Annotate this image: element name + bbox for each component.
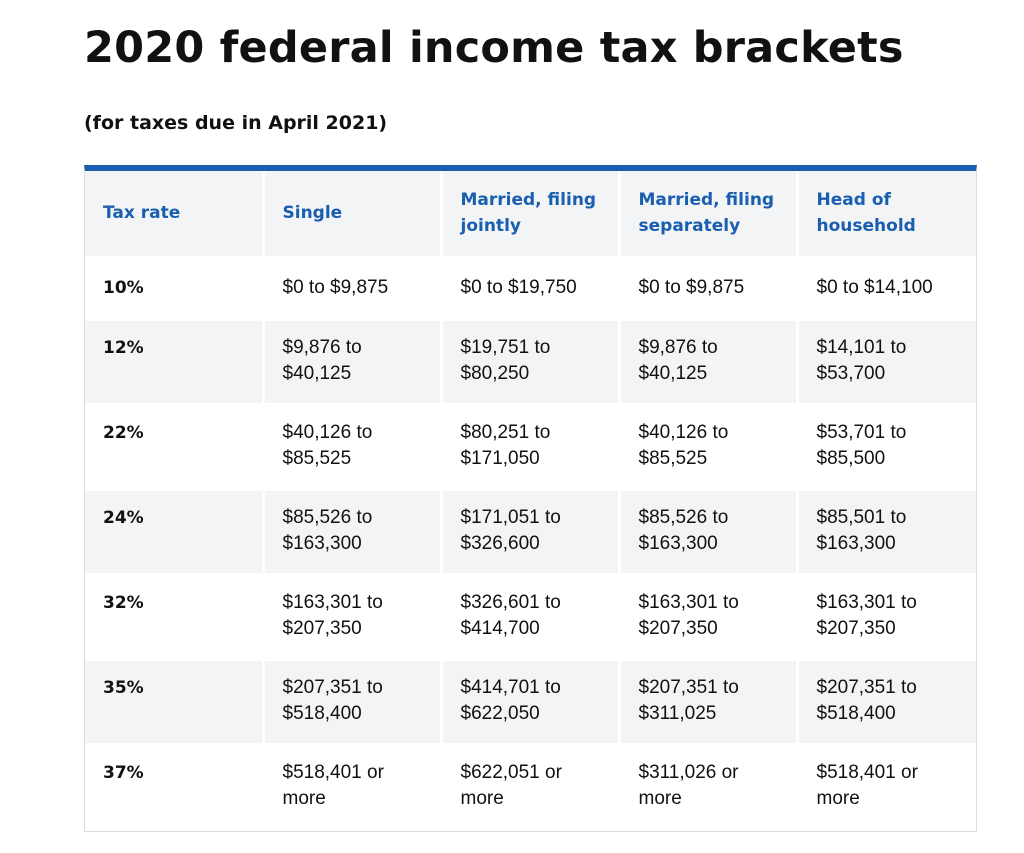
tax-rate-cell: 22% xyxy=(85,404,265,491)
tax-brackets-table: Tax rate Single Married, filing jointly … xyxy=(85,171,976,831)
single-cell: $40,126 to $85,525 xyxy=(263,404,443,491)
table-row: 32% $163,301 to $207,350 $326,601 to $41… xyxy=(85,574,976,661)
married-jointly-cell: $0 to $19,750 xyxy=(441,257,621,321)
married-separately-cell: $85,526 to $163,300 xyxy=(619,489,799,576)
column-header-married-separately: Married, filing separately xyxy=(619,171,799,259)
married-separately-cell: $0 to $9,875 xyxy=(619,257,799,321)
married-separately-cell: $163,301 to $207,350 xyxy=(619,574,799,661)
head-of-household-cell: $14,101 to $53,700 xyxy=(797,319,976,406)
head-of-household-cell: $0 to $14,100 xyxy=(797,257,976,321)
head-of-household-cell: $207,351 to $518,400 xyxy=(797,659,976,746)
married-jointly-cell: $80,251 to $171,050 xyxy=(441,404,621,491)
column-header-tax-rate: Tax rate xyxy=(85,171,265,259)
tax-rate-cell: 10% xyxy=(85,257,265,321)
married-jointly-cell: $326,601 to $414,700 xyxy=(441,574,621,661)
table-row: 22% $40,126 to $85,525 $80,251 to $171,0… xyxy=(85,404,976,491)
head-of-household-cell: $518,401 or more xyxy=(797,744,976,831)
married-separately-cell: $207,351 to $311,025 xyxy=(619,659,799,746)
column-header-head-of-household: Head of household xyxy=(797,171,976,259)
married-jointly-cell: $171,051 to $326,600 xyxy=(441,489,621,576)
married-jointly-cell: $414,701 to $622,050 xyxy=(441,659,621,746)
table-row: 24% $85,526 to $163,300 $171,051 to $326… xyxy=(85,489,976,576)
tax-brackets-table-container: Tax rate Single Married, filing jointly … xyxy=(84,165,977,832)
head-of-household-cell: $53,701 to $85,500 xyxy=(797,404,976,491)
single-cell: $207,351 to $518,400 xyxy=(263,659,443,746)
table-row: 37% $518,401 or more $622,051 or more $3… xyxy=(85,744,976,831)
single-cell: $163,301 to $207,350 xyxy=(263,574,443,661)
tax-rate-cell: 24% xyxy=(85,489,265,576)
table-row: 10% $0 to $9,875 $0 to $19,750 $0 to $9,… xyxy=(85,257,976,321)
tax-rate-cell: 32% xyxy=(85,574,265,661)
head-of-household-cell: $85,501 to $163,300 xyxy=(797,489,976,576)
column-header-married-jointly: Married, filing jointly xyxy=(441,171,621,259)
tax-rate-cell: 35% xyxy=(85,659,265,746)
single-cell: $9,876 to $40,125 xyxy=(263,319,443,406)
single-cell: $0 to $9,875 xyxy=(263,257,443,321)
table-row: 12% $9,876 to $40,125 $19,751 to $80,250… xyxy=(85,319,976,406)
table-header-row: Tax rate Single Married, filing jointly … xyxy=(85,171,976,259)
married-separately-cell: $311,026 or more xyxy=(619,744,799,831)
married-separately-cell: $40,126 to $85,525 xyxy=(619,404,799,491)
page-subtitle: (for taxes due in April 2021) xyxy=(84,112,388,134)
tax-rate-cell: 12% xyxy=(85,319,265,406)
married-jointly-cell: $19,751 to $80,250 xyxy=(441,319,621,406)
table-row: 35% $207,351 to $518,400 $414,701 to $62… xyxy=(85,659,976,746)
single-cell: $518,401 or more xyxy=(263,744,443,831)
page-title: 2020 federal income tax brackets xyxy=(84,23,904,73)
tax-rate-cell: 37% xyxy=(85,744,265,831)
column-header-single: Single xyxy=(263,171,443,259)
married-jointly-cell: $622,051 or more xyxy=(441,744,621,831)
married-separately-cell: $9,876 to $40,125 xyxy=(619,319,799,406)
single-cell: $85,526 to $163,300 xyxy=(263,489,443,576)
head-of-household-cell: $163,301 to $207,350 xyxy=(797,574,976,661)
